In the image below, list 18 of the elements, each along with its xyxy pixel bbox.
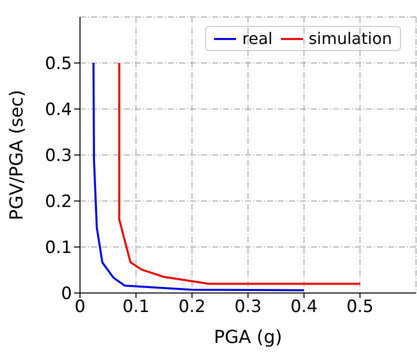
y-tick-label: 0.2 <box>44 192 72 212</box>
x-tick-label: 0.3 <box>234 297 262 318</box>
y-axis-title: PGV/PGA (sec) <box>6 90 28 220</box>
line-series <box>92 62 305 292</box>
y-tick-label: 0.4 <box>44 100 72 120</box>
y-tick-label: 0.5 <box>44 54 72 74</box>
y-tick-label: 0.3 <box>44 146 72 166</box>
y-tick-label: 0.1 <box>44 238 72 258</box>
legend-label: simulation <box>308 29 392 48</box>
x-tick-label: 0.2 <box>178 297 206 318</box>
x-tick-label: 0 <box>74 297 86 318</box>
x-tick-label: 0.4 <box>290 297 318 318</box>
x-tick-label: 0.1 <box>122 297 150 318</box>
x-tick-label: 0.5 <box>346 297 374 318</box>
line-series <box>118 62 361 285</box>
y-tick-label: 0 <box>61 284 72 304</box>
x-axis-title: PGA (g) <box>214 327 282 348</box>
legend-label: real <box>242 29 273 48</box>
